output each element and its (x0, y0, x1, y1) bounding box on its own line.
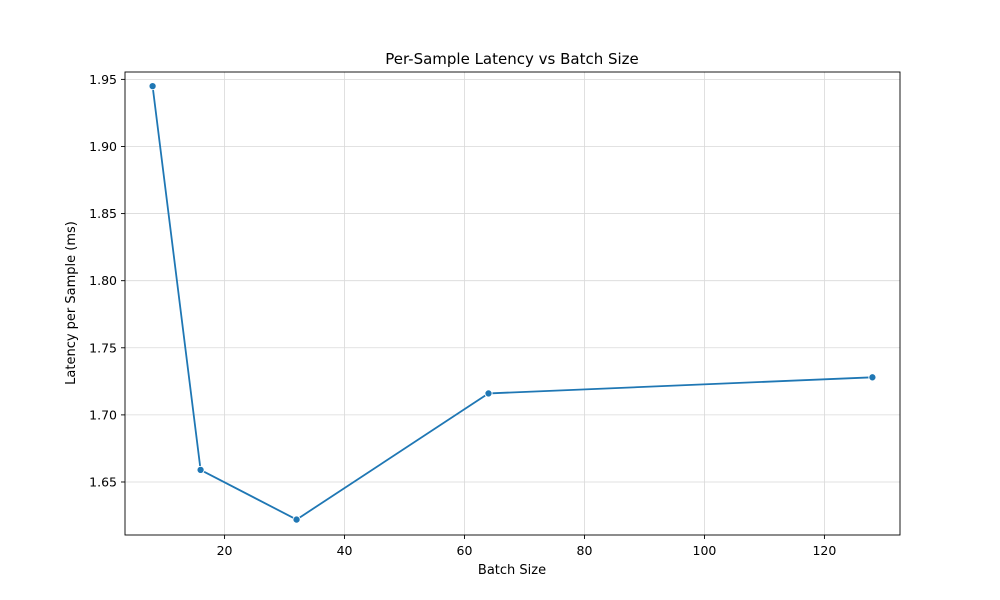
x-axis-label: Batch Size (478, 563, 546, 578)
data-point (484, 389, 493, 398)
x-tick-label: 60 (457, 543, 473, 558)
y-tick-label: 1.80 (89, 273, 117, 288)
x-tick-label: 20 (217, 543, 233, 558)
y-tick-label: 1.85 (89, 206, 117, 221)
x-tick-label: 40 (337, 543, 353, 558)
y-tick-label: 1.95 (89, 72, 117, 87)
y-tick-label: 1.70 (89, 407, 117, 422)
series-line (151, 85, 873, 521)
x-tick-label: 80 (577, 543, 593, 558)
data-point (196, 465, 205, 474)
y-tick-label: 1.75 (89, 340, 117, 355)
x-tick-label: 120 (812, 543, 836, 558)
x-tick-label: 100 (693, 543, 717, 558)
grid-lines (125, 72, 900, 535)
data-point (868, 373, 877, 382)
plot-frame (124, 71, 901, 536)
y-axis-label: Latency per Sample (ms) (64, 221, 79, 385)
series-layer (148, 82, 877, 524)
data-point (148, 82, 157, 91)
chart-title: Per-Sample Latency vs Batch Size (385, 50, 639, 68)
y-tick-label: 1.90 (89, 139, 117, 154)
y-axis-ticks: 1.65 1.70 1.75 1.80 1.85 1.90 1.95 (89, 72, 125, 489)
x-axis-ticks: 20 40 60 80 100 120 (217, 535, 836, 558)
data-point (292, 515, 301, 524)
y-tick-label: 1.65 (89, 474, 117, 489)
